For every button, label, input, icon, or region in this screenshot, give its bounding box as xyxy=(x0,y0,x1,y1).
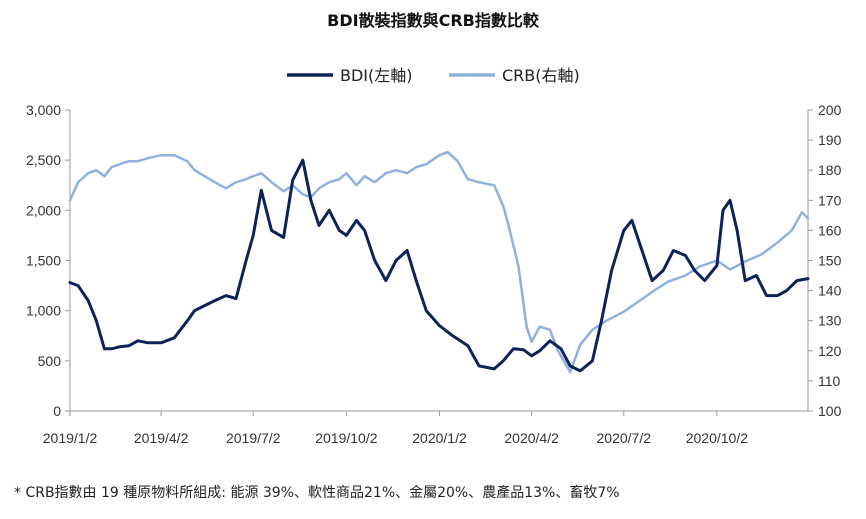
y-left-tick-label: 0 xyxy=(53,403,61,419)
y-left-tick-label: 500 xyxy=(38,353,62,369)
y-axis-left: 0 500 1,000 1,500 2,000 2,500 3,000 xyxy=(26,102,70,419)
y-left-tick-label: 3,000 xyxy=(26,102,61,118)
x-axis: 2019/1/2 2019/4/2 2019/7/2 2019/10/2 2020/1/… xyxy=(43,411,748,446)
series-line-crb xyxy=(68,150,810,374)
x-tick-label: 2019/10/2 xyxy=(315,430,377,446)
y-right-tick-label: 130 xyxy=(818,313,842,329)
x-tick-label: 2019/1/2 xyxy=(43,430,98,446)
y-right-tick-label: 120 xyxy=(818,343,842,359)
x-tick-label: 2020/1/2 xyxy=(412,430,467,446)
y-right-tick-label: 140 xyxy=(818,283,842,299)
chart-title: BDI散裝指數與CRB指數比較 xyxy=(327,11,540,30)
y-right-tick-label: 180 xyxy=(818,162,842,178)
y-right-tick-label: 160 xyxy=(818,222,842,238)
x-tick-label: 2019/4/2 xyxy=(134,430,189,446)
x-tick-label: 2019/7/2 xyxy=(226,430,281,446)
y-left-tick-label: 1,000 xyxy=(26,303,61,319)
y-right-tick-label: 100 xyxy=(818,403,842,419)
x-tick-label: 2020/7/2 xyxy=(597,430,652,446)
x-tick-label: 2020/4/2 xyxy=(504,430,559,446)
y-right-tick-label: 150 xyxy=(818,253,842,269)
y-right-tick-label: 200 xyxy=(818,102,842,118)
legend-label-crb: CRB(右軸) xyxy=(502,66,580,85)
y-axis-right: 100 110 120 130 140 150 160 170 180 190 200 xyxy=(808,102,842,419)
y-left-tick-label: 1,500 xyxy=(26,253,61,269)
series-line-bdi xyxy=(68,158,810,373)
y-right-tick-label: 170 xyxy=(818,192,842,208)
footnote: * CRB指數由 19 種原物料所組成: 能源 39%、軟性商品21%、金屬20… xyxy=(14,484,620,501)
legend-label-bdi: BDI(左軸) xyxy=(340,66,413,85)
legend: BDI(左軸) CRB(右軸) xyxy=(287,66,580,85)
y-right-tick-label: 190 xyxy=(818,132,842,148)
y-left-tick-label: 2,500 xyxy=(26,152,61,168)
y-right-tick-label: 110 xyxy=(818,373,841,389)
y-left-tick-label: 2,000 xyxy=(26,202,61,218)
plot-area xyxy=(68,150,810,374)
x-tick-label: 2020/10/2 xyxy=(686,430,748,446)
